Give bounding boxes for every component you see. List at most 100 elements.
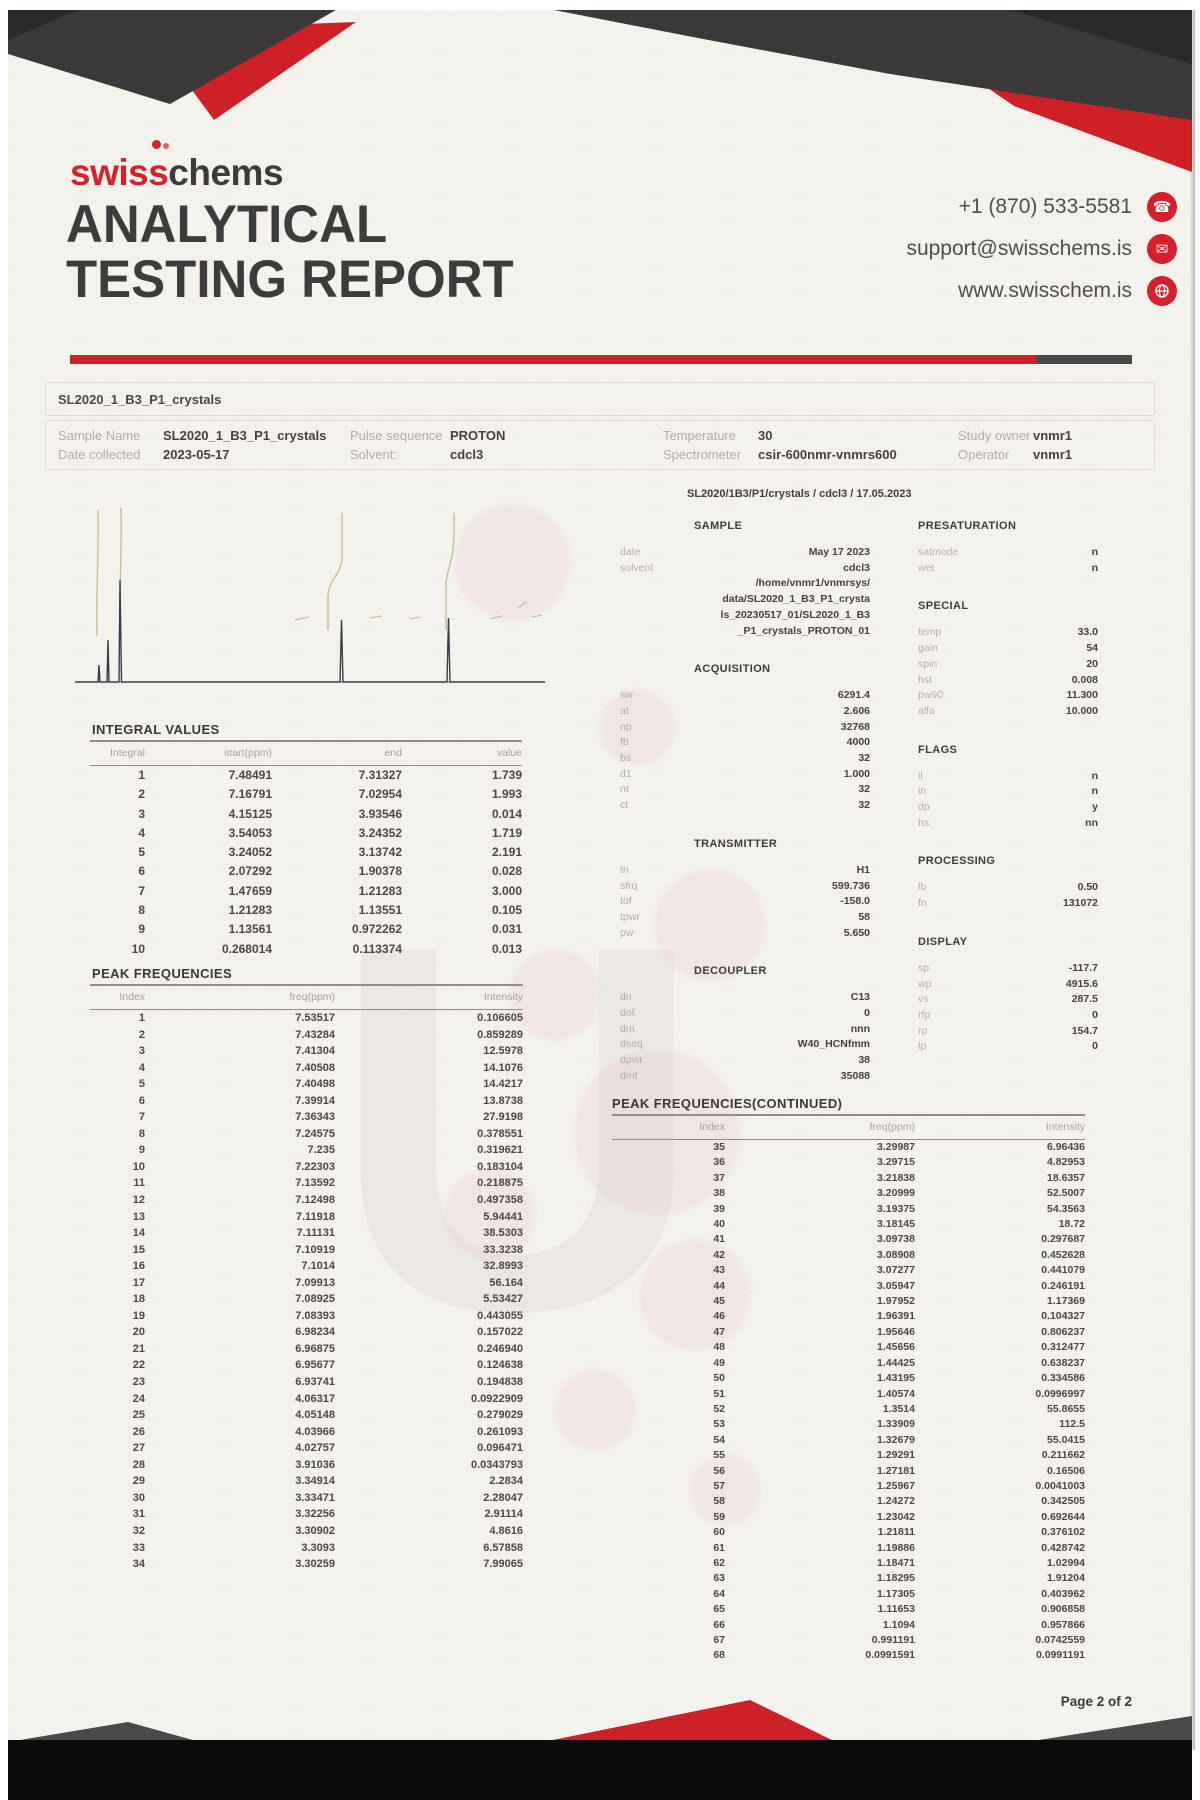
param-row: dof 0 — [600, 1006, 870, 1022]
table-row: 17 7.09913 56.164 — [90, 1275, 523, 1292]
table-row: 29 3.34914 2.2834 — [90, 1473, 523, 1490]
column-header: freq(ppm) — [869, 1121, 915, 1133]
metadata-value: SL2020_1_B3_P1_crystals — [163, 428, 327, 443]
table-cell: 1.32679 — [877, 1433, 915, 1446]
table-cell: 7.08925 — [295, 1293, 335, 1306]
param-label: alfa — [918, 704, 935, 717]
table-cell: 1.29291 — [877, 1449, 915, 1462]
param-section-title: TRANSMITTER — [694, 837, 778, 850]
table-row: 3 7.41304 12.5978 — [90, 1043, 523, 1060]
table-row: 51 1.40574 0.0996997 — [612, 1387, 1085, 1402]
param-section-title: SAMPLE — [694, 520, 743, 532]
logo-text-chems: chems — [168, 152, 284, 193]
table-cell: 1.1094 — [882, 1618, 915, 1631]
metadata-field: Operator vnmr1 — [958, 447, 1154, 462]
metadata-label: Spectrometer — [663, 447, 742, 462]
table-cell: 7.43284 — [295, 1028, 335, 1041]
param-value: 2.606 — [843, 704, 870, 717]
watermark-circle — [640, 1240, 750, 1350]
table-row: 50 1.43195 0.334586 — [612, 1371, 1085, 1386]
table-cell: 0.403962 — [1041, 1587, 1085, 1600]
param-label: hs — [918, 816, 930, 829]
table-cell: 0.806237 — [1041, 1325, 1085, 1338]
table-row: 10 0.268014 0.113374 0.013 — [90, 940, 522, 959]
table-header-row: Index freq(ppm) Intensity — [90, 984, 523, 1010]
table-cell: 1.719 — [491, 825, 522, 840]
table-cell: 7.16791 — [228, 787, 272, 802]
table-cell: 7.10919 — [295, 1243, 335, 1256]
param-section-title: PRESATURATION — [918, 520, 1017, 532]
param-section: DISPLAY sp -117.7 wp 4915.6 vs 287.5 rfp 0 rp 154.… — [918, 936, 1098, 1055]
param-label: nt — [620, 783, 629, 796]
table-cell: 30 — [132, 1491, 145, 1504]
param-value: H1 — [856, 863, 870, 876]
table-cell: 3 — [138, 806, 145, 821]
table-cell: 3.29987 — [877, 1141, 915, 1153]
table-row: 26 4.03966 0.261093 — [90, 1424, 523, 1441]
table-cell: 3.3093 — [301, 1541, 335, 1554]
table-row: 20 6.98234 0.157022 — [90, 1324, 523, 1341]
table-cell: 20 — [132, 1326, 145, 1339]
table-cell: 7.48491 — [228, 768, 272, 782]
param-value: 6291.4 — [837, 689, 870, 702]
param-value: 0 — [1092, 1040, 1098, 1053]
param-label: tof — [620, 895, 632, 908]
table-cell: 0.334586 — [1041, 1372, 1085, 1385]
param-value: -117.7 — [1068, 961, 1098, 974]
table-cell: 7.08393 — [295, 1309, 335, 1322]
param-value: 32768 — [840, 720, 870, 733]
table-row: 4 7.40508 14.1076 — [90, 1060, 523, 1077]
parameters-column-right: PRESATURATION satmode n wet n SPECIAL temp 33.0… — [918, 520, 1098, 1055]
table-cell: 66 — [713, 1618, 725, 1631]
paper-background — [8, 10, 1192, 1800]
param-value: n — [1091, 546, 1098, 558]
table-cell: 4.8616 — [489, 1524, 523, 1537]
param-label: lp — [918, 1040, 927, 1053]
table-cell: 51 — [713, 1387, 725, 1400]
param-section: SPECIAL temp 33.0 gain 54 spin 20 hst 0.008 pw90 1… — [918, 600, 1098, 719]
param-label: dn — [620, 991, 632, 1004]
watermark-circle — [510, 950, 600, 1040]
table-row: 68 0.0991591 0.0991191 — [612, 1648, 1085, 1663]
table-cell: 28 — [132, 1458, 145, 1471]
table-cell: 1.17369 — [1047, 1295, 1085, 1308]
table-cell: 9 — [138, 922, 145, 937]
table-row: 39 3.19375 54.3563 — [612, 1202, 1085, 1217]
param-label: wet — [918, 561, 935, 574]
param-value: 0 — [864, 1007, 870, 1020]
table-row: 67 0.991191 0.0742559 — [612, 1633, 1085, 1648]
table-cell: 1.3514 — [882, 1402, 915, 1415]
param-label: lb — [918, 881, 927, 894]
table-cell: 1.96391 — [877, 1310, 915, 1323]
table-cell: 14.1076 — [483, 1061, 523, 1074]
param-value: 154.7 — [1071, 1024, 1098, 1037]
table-cell: 61 — [713, 1541, 725, 1554]
report-title-line2: TESTING REPORT — [66, 249, 514, 309]
table-cell: 0.692644 — [1041, 1510, 1085, 1523]
param-label: dpwr — [620, 1054, 643, 1067]
table-row: 43 3.07277 0.441079 — [612, 1263, 1085, 1278]
table-cell: 1.21283 — [358, 883, 402, 898]
param-value: cdcl3 — [843, 561, 870, 574]
table-cell: 1.21811 — [877, 1526, 915, 1539]
metadata-value: 2023-05-17 — [163, 447, 230, 462]
table-cell: 3.09738 — [877, 1233, 915, 1246]
table-cell: 25 — [132, 1409, 145, 1422]
table-cell: 4.03966 — [295, 1425, 335, 1438]
watermark-glyph: U — [330, 838, 706, 1419]
table-row: 31 3.32256 2.91114 — [90, 1506, 523, 1523]
table-cell: 60 — [713, 1526, 725, 1539]
table-cell: 3.07277 — [877, 1264, 915, 1277]
table-cell: 0.268014 — [221, 941, 272, 956]
param-label: sfrq — [620, 879, 638, 892]
param-value: 5.650 — [843, 926, 870, 939]
table-cell: 36 — [713, 1156, 725, 1169]
table-cell: 16 — [132, 1260, 145, 1273]
column-header: Index — [119, 991, 145, 1003]
table-cell: 3.93546 — [358, 806, 402, 821]
peak-frequencies-continued-title: PEAK FREQUENCIES(CONTINUED) — [612, 1096, 843, 1111]
param-row: tpwr 58 — [600, 910, 870, 926]
param-label: d1 — [620, 767, 632, 780]
param-value: W40_HCNfmm — [797, 1038, 870, 1051]
table-row: 44 3.05947 0.246191 — [612, 1279, 1085, 1294]
